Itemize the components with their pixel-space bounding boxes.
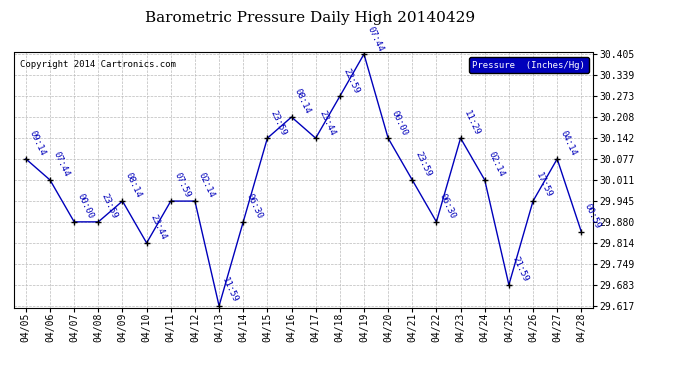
Text: 09:14: 09:14 bbox=[28, 129, 47, 158]
Text: 17:59: 17:59 bbox=[535, 171, 554, 200]
Text: 11:29: 11:29 bbox=[462, 109, 482, 137]
Text: 04:14: 04:14 bbox=[559, 129, 578, 158]
Text: 11:59: 11:59 bbox=[221, 276, 240, 304]
Text: 06:30: 06:30 bbox=[245, 192, 264, 220]
Text: 07:59: 07:59 bbox=[172, 171, 192, 200]
Text: 06:30: 06:30 bbox=[438, 192, 457, 220]
Text: 07:44: 07:44 bbox=[52, 150, 71, 178]
Text: 23:59: 23:59 bbox=[269, 109, 288, 137]
Text: 08:14: 08:14 bbox=[293, 87, 313, 116]
Text: 08:14: 08:14 bbox=[124, 171, 144, 200]
Text: 23:44: 23:44 bbox=[317, 109, 337, 137]
Text: 23:59: 23:59 bbox=[414, 150, 433, 178]
Text: 02:14: 02:14 bbox=[197, 171, 216, 200]
Text: Barometric Pressure Daily High 20140429: Barometric Pressure Daily High 20140429 bbox=[146, 11, 475, 25]
Text: 23:44: 23:44 bbox=[148, 213, 168, 242]
Text: 07:44: 07:44 bbox=[366, 24, 385, 53]
Text: 23:59: 23:59 bbox=[100, 192, 119, 220]
Text: 00:59: 00:59 bbox=[583, 202, 602, 230]
Text: 02:14: 02:14 bbox=[486, 150, 506, 178]
Text: Copyright 2014 Cartronics.com: Copyright 2014 Cartronics.com bbox=[19, 60, 175, 69]
Legend: Pressure  (Inches/Hg): Pressure (Inches/Hg) bbox=[469, 57, 589, 73]
Text: 21:59: 21:59 bbox=[511, 255, 530, 284]
Text: 22:59: 22:59 bbox=[342, 67, 361, 95]
Text: 00:00: 00:00 bbox=[76, 192, 95, 220]
Text: 00:00: 00:00 bbox=[390, 109, 409, 137]
